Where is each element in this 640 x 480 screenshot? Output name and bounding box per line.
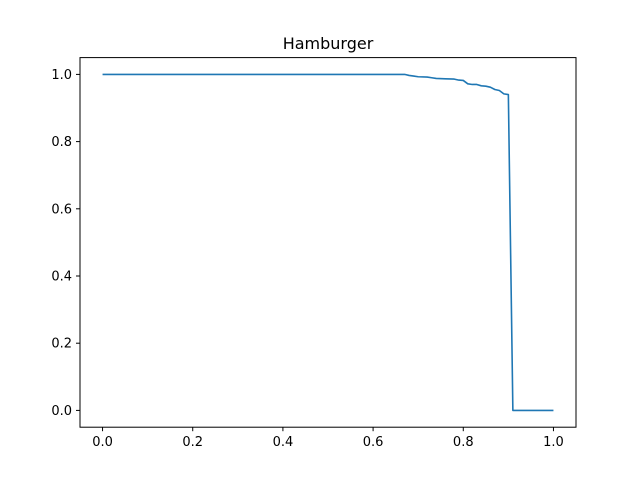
chart-title: Hamburger (283, 34, 374, 53)
y-tick-label: 0.4 (51, 270, 72, 285)
x-tick-label: 0.6 (363, 435, 384, 450)
y-tick-label: 1.0 (51, 68, 72, 83)
series-line-0 (102, 73, 554, 412)
x-tick-label: 1.0 (543, 435, 564, 450)
y-tick-label: 0.2 (51, 337, 72, 352)
x-tick-label: 0.8 (453, 435, 474, 450)
y-tick-label: 0.8 (51, 135, 72, 150)
plot-frame (79, 57, 577, 428)
x-tick-label: 0.4 (273, 435, 294, 450)
y-tick-label: 0.6 (51, 202, 72, 217)
x-tick-label: 0.0 (92, 435, 113, 450)
y-tick-label: 0.0 (51, 404, 72, 419)
x-tick-label: 0.2 (182, 435, 203, 450)
